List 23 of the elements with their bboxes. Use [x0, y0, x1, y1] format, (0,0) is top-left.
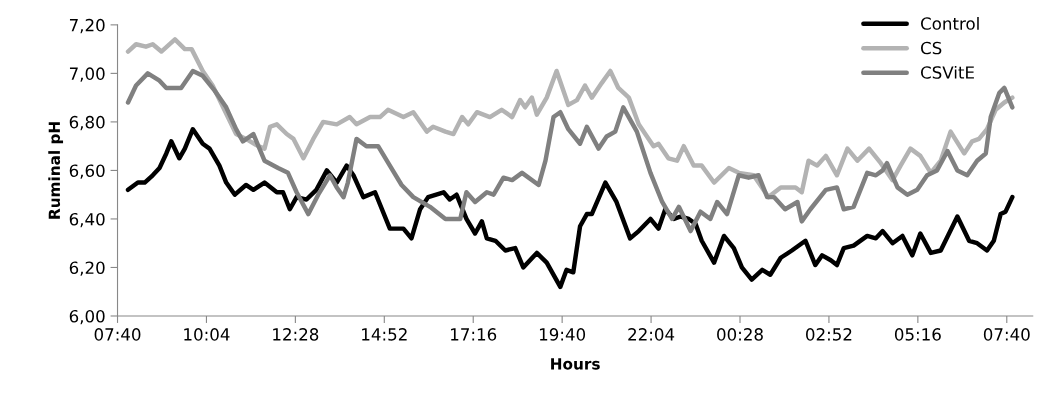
- y-axis-title: Ruminal pH: [48, 122, 64, 219]
- x-tick-label: 12:28: [273, 328, 319, 341]
- x-tick-label: 07:40: [983, 328, 1030, 341]
- legend-label: CS: [920, 41, 942, 55]
- legend-label: Control: [920, 16, 979, 30]
- x-tick-label: 14:52: [362, 328, 407, 341]
- y-tick-label: 7,00: [69, 67, 105, 82]
- y-tick-label: 6,00: [69, 309, 105, 325]
- y-tick-label: 6,20: [69, 261, 105, 276]
- y-tick-label: 6,40: [69, 212, 105, 228]
- x-tick-label: 07:40: [94, 328, 141, 341]
- x-tick-label: 17:16: [451, 328, 497, 341]
- y-tick-label: 6,60: [69, 164, 105, 179]
- y-tick-label: 7,20: [69, 18, 105, 34]
- y-tick-label: 6,80: [69, 115, 105, 131]
- x-axis-title: Hours: [551, 358, 600, 370]
- x-tick-label: 19:40: [539, 328, 586, 341]
- x-tick-label: 00:28: [717, 328, 763, 341]
- legend-label: CSVitE: [920, 65, 974, 79]
- x-tick-label: 02:52: [806, 328, 852, 341]
- x-tick-label: 10:04: [184, 328, 230, 341]
- x-tick-label: 22:04: [628, 328, 675, 341]
- x-tick-label: 05:16: [894, 328, 941, 341]
